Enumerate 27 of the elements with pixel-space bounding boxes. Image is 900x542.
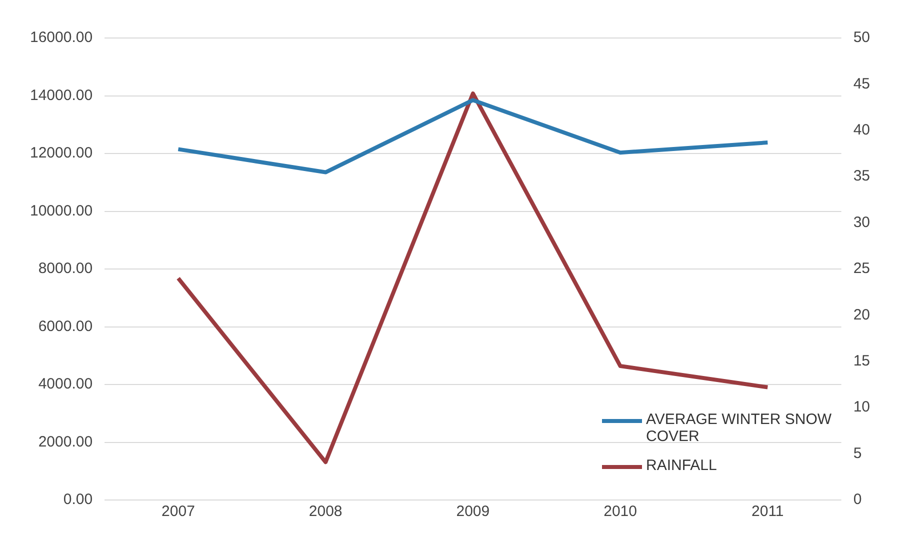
y2-tick-label: 15 — [853, 352, 870, 370]
x-tick-label: 2009 — [456, 503, 490, 520]
y2-tick-label: 20 — [853, 306, 870, 324]
y2-tick-label: 45 — [853, 75, 870, 92]
y2-tick-label: 0 — [853, 491, 862, 508]
y2-tick-label: 25 — [853, 260, 870, 278]
x-tick-label: 2011 — [752, 503, 784, 520]
legend-label: AVERAGE WINTER SNOW COVER — [646, 411, 832, 445]
x-tick-label: 2007 — [162, 503, 195, 520]
y-tick-label: 4000.00 — [38, 376, 93, 393]
y-tick-label: 16000.00 — [30, 29, 93, 46]
y2-tick-label: 50 — [853, 29, 870, 46]
legend-label: RAINFALL — [646, 457, 717, 474]
y-tick-label: 14000.00 — [30, 86, 93, 104]
y2-tick-label: 40 — [853, 122, 870, 139]
y2-tick-label: 10 — [853, 398, 870, 416]
x-tick-label: 2010 — [604, 503, 637, 520]
y2-tick-label: 35 — [853, 168, 870, 185]
y-tick-label: 10000.00 — [30, 202, 93, 220]
y-tick-label: 2000.00 — [38, 433, 93, 450]
y-tick-label: 8000.00 — [38, 260, 93, 278]
x-tick-label: 2008 — [308, 503, 342, 520]
y-tick-label: 12000.00 — [30, 144, 93, 162]
y2-tick-label: 5 — [853, 444, 862, 462]
y-tick-label: 0.00 — [63, 491, 93, 508]
y-tick-label: 6000.00 — [38, 318, 93, 335]
y2-tick-label: 30 — [853, 214, 870, 231]
